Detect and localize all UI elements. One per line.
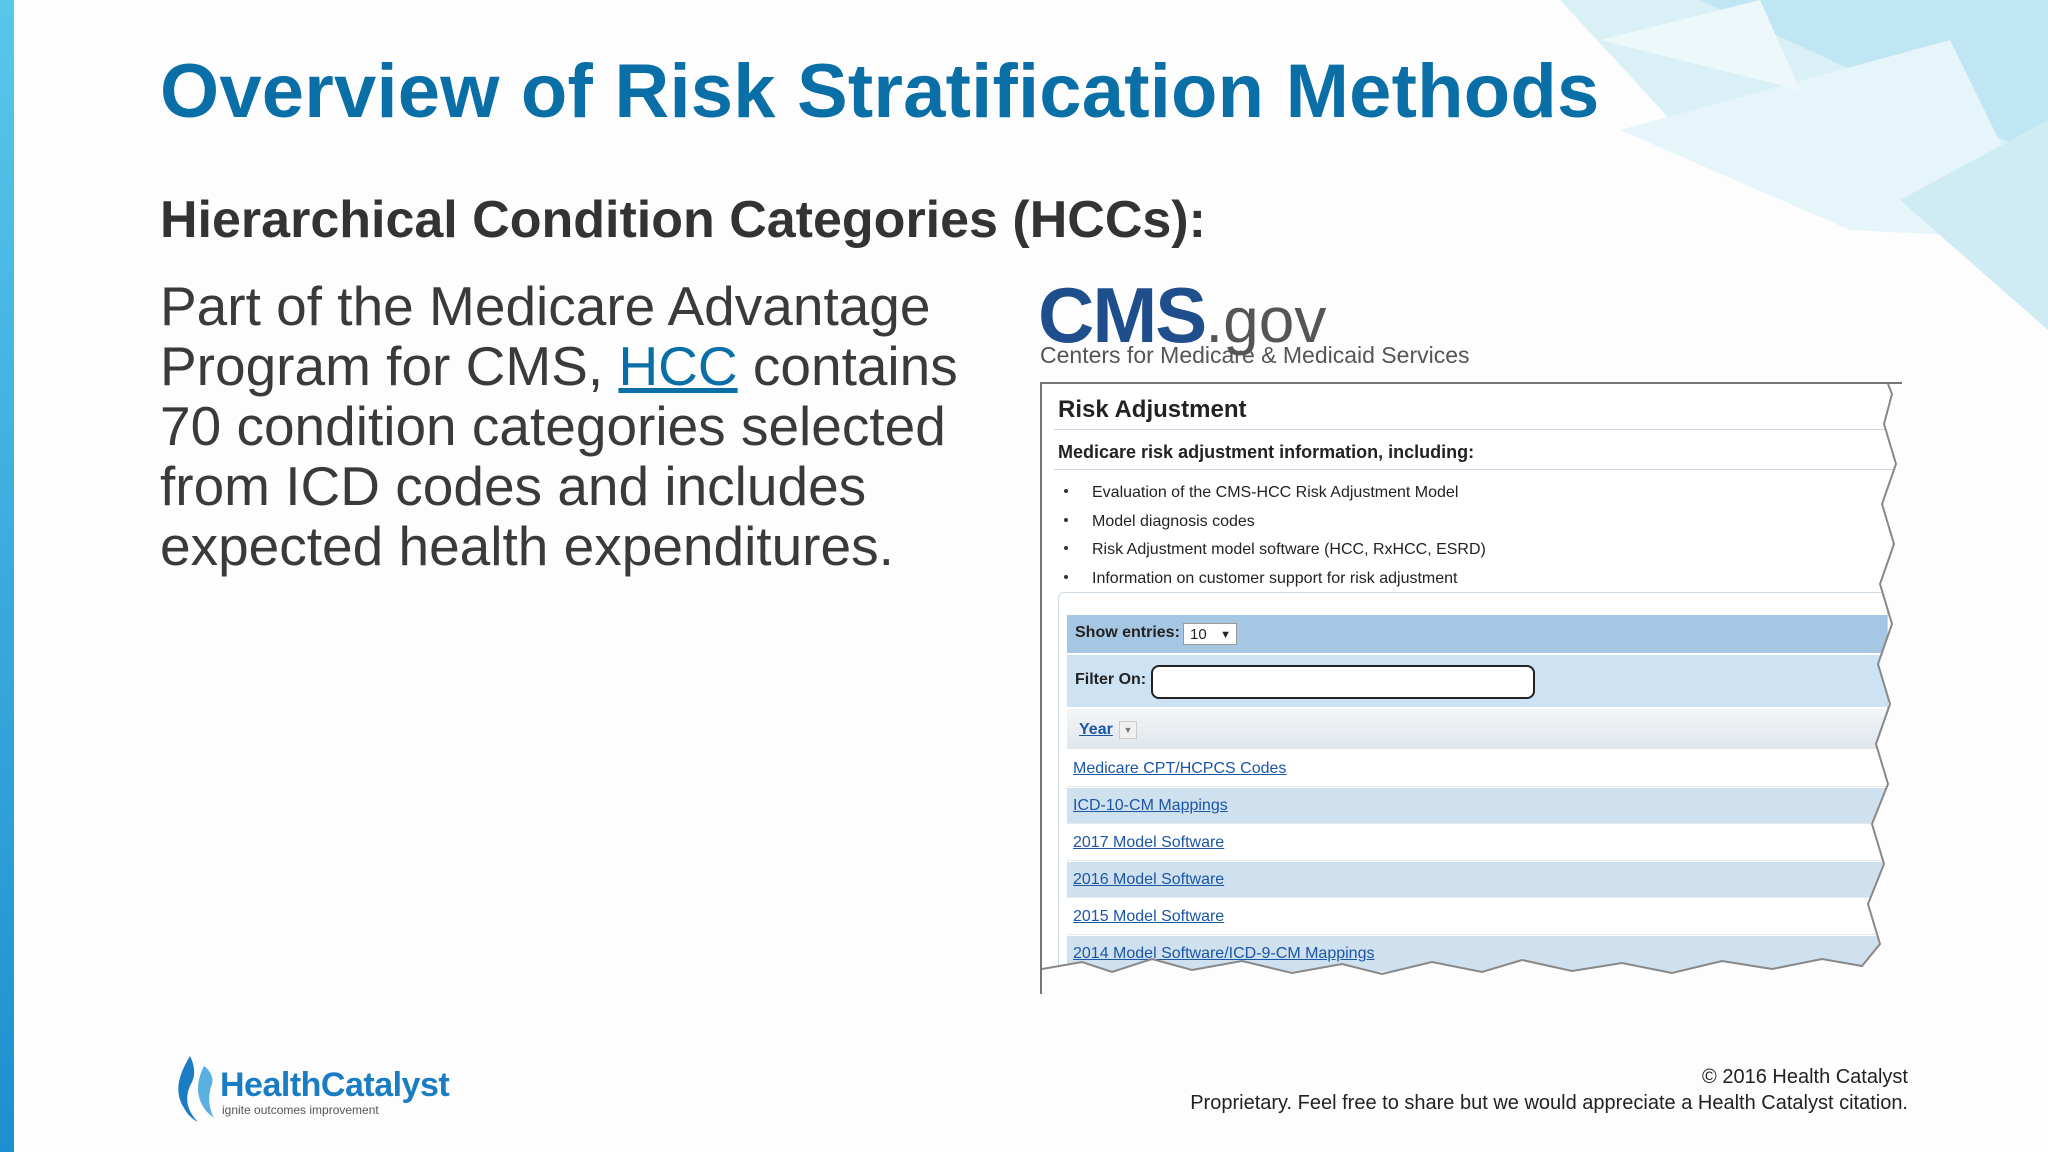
footer-copyright: © 2016 Health Catalyst Proprietary. Feel… xyxy=(1190,1064,1908,1116)
filter-input[interactable] xyxy=(1151,665,1535,699)
show-entries-row: Show entries: 10 ▼ xyxy=(1067,615,1887,653)
footer-logo-text: HealthCatalyst xyxy=(220,1066,450,1104)
bullet-icon xyxy=(1064,489,1068,493)
slide-title: Overview of Risk Stratification Methods xyxy=(160,49,1600,134)
download-link[interactable]: Medicare CPT/HCPCS Codes xyxy=(1073,760,1287,777)
footer-logo-tagline: ignite outcomes improvement xyxy=(222,1103,379,1117)
risk-adjustment-bullets: Evaluation of the CMS-HCC Risk Adjustmen… xyxy=(1064,479,1486,593)
body-text-end: contains 70 condition categories selecte… xyxy=(160,335,958,577)
proprietary-notice: Proprietary. Feel free to share but we w… xyxy=(1190,1092,1908,1114)
show-entries-label: Show entries: xyxy=(1075,624,1180,641)
download-link[interactable]: 2014 Model Software/ICD-9-CM Mappings xyxy=(1073,945,1375,962)
cms-logo-word: CMS xyxy=(1038,271,1207,359)
show-entries-value: 10 xyxy=(1190,626,1207,643)
download-link[interactable]: 2016 Model Software xyxy=(1073,871,1225,888)
accent-bar xyxy=(0,0,14,1152)
torn-edge xyxy=(1042,384,1902,994)
download-link[interactable]: ICD-10-CM Mappings xyxy=(1073,797,1228,814)
bullet-item: Evaluation of the CMS-HCC Risk Adjustmen… xyxy=(1064,479,1486,508)
bullet-icon xyxy=(1064,517,1068,522)
bullet-text: Risk Adjustment model software (HCC, RxH… xyxy=(1092,541,1486,558)
dropdown-arrow-icon: ▼ xyxy=(1220,629,1231,641)
cms-logo: CMS.gov xyxy=(1038,270,1326,361)
download-link[interactable]: 2015 Model Software xyxy=(1073,908,1225,925)
bullet-item: Information on customer support for risk… xyxy=(1064,565,1486,594)
table-row: Medicare CPT/HCPCS Codes xyxy=(1067,751,1887,787)
table-row: 2017 Model Software xyxy=(1067,825,1887,861)
flame-logo-icon xyxy=(178,1056,214,1122)
slide-body: Part of the Medicare Advantage Program f… xyxy=(160,276,1010,576)
table-row: 2015 Model Software xyxy=(1067,899,1887,935)
bullet-text: Information on customer support for risk… xyxy=(1092,569,1458,587)
filter-label: Filter On: xyxy=(1075,671,1147,688)
risk-adjustment-title: Risk Adjustment xyxy=(1058,396,1247,423)
hcc-link[interactable]: HCC xyxy=(618,335,738,397)
risk-adjustment-heading: Medicare risk adjustment information, in… xyxy=(1058,442,1475,462)
slide-subtitle: Hierarchical Condition Categories (HCCs)… xyxy=(160,191,1206,249)
table-row: 2016 Model Software xyxy=(1067,862,1887,898)
cms-logo-subtitle: Centers for Medicare & Medicaid Services xyxy=(1040,342,1470,368)
year-sort-link[interactable]: Year xyxy=(1079,721,1113,738)
copyright-text: © 2016 Health Catalyst xyxy=(1702,1066,1908,1088)
table-row: ICD-10-CM Mappings xyxy=(1067,788,1887,824)
year-header-row: Year ▼ xyxy=(1067,709,1887,749)
bullet-text: Evaluation of the CMS-HCC Risk Adjustmen… xyxy=(1092,484,1459,501)
bullet-icon xyxy=(1064,546,1068,550)
bullet-item: Model diagnosis codes xyxy=(1064,508,1486,537)
bullet-item: Risk Adjustment model software (HCC, RxH… xyxy=(1064,536,1486,565)
bullet-icon xyxy=(1064,574,1068,579)
divider xyxy=(1054,469,1894,470)
risk-adjustment-screenshot: Risk Adjustment Medicare risk adjustment… xyxy=(1040,382,1902,994)
show-entries-select[interactable]: 10 ▼ xyxy=(1183,623,1237,645)
divider xyxy=(1054,429,1894,430)
body-text-start: Part of the Medicare Advantage Program f… xyxy=(160,275,931,397)
download-link[interactable]: 2017 Model Software xyxy=(1073,834,1225,851)
bullet-text: Model diagnosis codes xyxy=(1092,512,1255,530)
filter-row: Filter On: xyxy=(1067,655,1887,707)
cms-logo-suffix: .gov xyxy=(1205,284,1327,356)
sort-arrow-icon[interactable]: ▼ xyxy=(1119,721,1137,739)
